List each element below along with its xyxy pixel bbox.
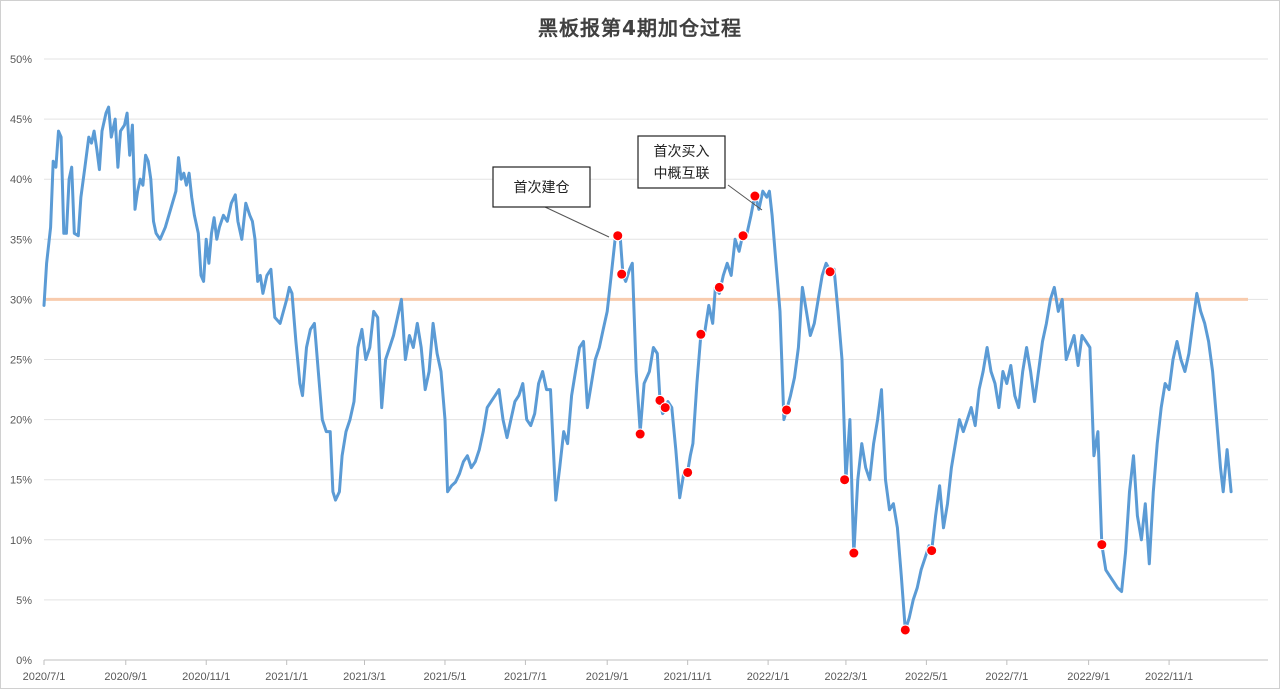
buy-marker (682, 466, 694, 478)
buy-marker (839, 474, 851, 486)
axis-labels: 0% 5% 10% 15% 20% 25% 30% 35% 40% 45% 50% 2020/7/1 2… (10, 54, 1193, 683)
y-tick-label: 45% (10, 114, 32, 126)
y-tick-label: 15% (10, 475, 32, 487)
y-tick-label: 10% (10, 535, 32, 547)
callout-text: 中概互联 (654, 166, 710, 182)
callout-text: 首次建仓 (514, 180, 570, 196)
buy-marker (612, 230, 624, 242)
x-tick-label: 2022/5/1 (905, 671, 948, 683)
y-tick-label: 50% (10, 54, 32, 66)
buy-marker (926, 545, 938, 557)
y-tick-label: 0% (16, 655, 32, 667)
buy-marker (1096, 539, 1108, 551)
series-group (42, 105, 1233, 632)
buy-marker (737, 230, 749, 242)
y-tick-label: 30% (10, 294, 32, 306)
buy-marker (695, 328, 707, 340)
buy-marker (749, 190, 761, 202)
y-tick-label: 5% (16, 595, 32, 607)
buy-marker (899, 624, 911, 636)
buy-marker (616, 268, 628, 280)
y-tick-label: 40% (10, 174, 32, 186)
buy-marker (781, 404, 793, 416)
buy-marker (848, 547, 860, 559)
x-tick-label: 2022/7/1 (985, 671, 1028, 683)
x-tick-label: 2021/1/1 (265, 671, 308, 683)
callout-box (492, 166, 591, 208)
x-tick-label: 2020/7/1 (23, 671, 66, 683)
callout-leader-line (727, 184, 763, 211)
buy-marker (659, 402, 671, 414)
callout-leader-line (544, 206, 610, 238)
y-tick-label: 20% (10, 415, 32, 427)
x-tick-label: 2021/9/1 (586, 671, 629, 683)
x-tick-label: 2021/5/1 (424, 671, 467, 683)
y-tick-label: 35% (10, 234, 32, 246)
marker-group (612, 190, 1108, 636)
x-tick-label: 2022/11/1 (1145, 671, 1193, 683)
x-tick-label: 2020/9/1 (104, 671, 147, 683)
x-tick-label: 2022/1/1 (747, 671, 790, 683)
x-tick-label: 2021/11/1 (664, 671, 712, 683)
buy-marker (713, 281, 725, 293)
x-tick-label: 2022/9/1 (1067, 671, 1110, 683)
buy-marker (634, 428, 646, 440)
chart-title: 黑板报第4期加仓过程 (538, 16, 742, 40)
x-tick-label: 2022/3/1 (825, 671, 868, 683)
callout-text: 首次买入 (654, 144, 710, 160)
x-tick-label: 2020/11/1 (182, 671, 230, 683)
callout-box (637, 135, 726, 189)
y-tick-label: 25% (10, 355, 32, 367)
buy-marker (824, 266, 836, 278)
x-tick-label: 2021/3/1 (343, 671, 386, 683)
x-tick-label: 2021/7/1 (504, 671, 547, 683)
series-line (42, 105, 1233, 632)
